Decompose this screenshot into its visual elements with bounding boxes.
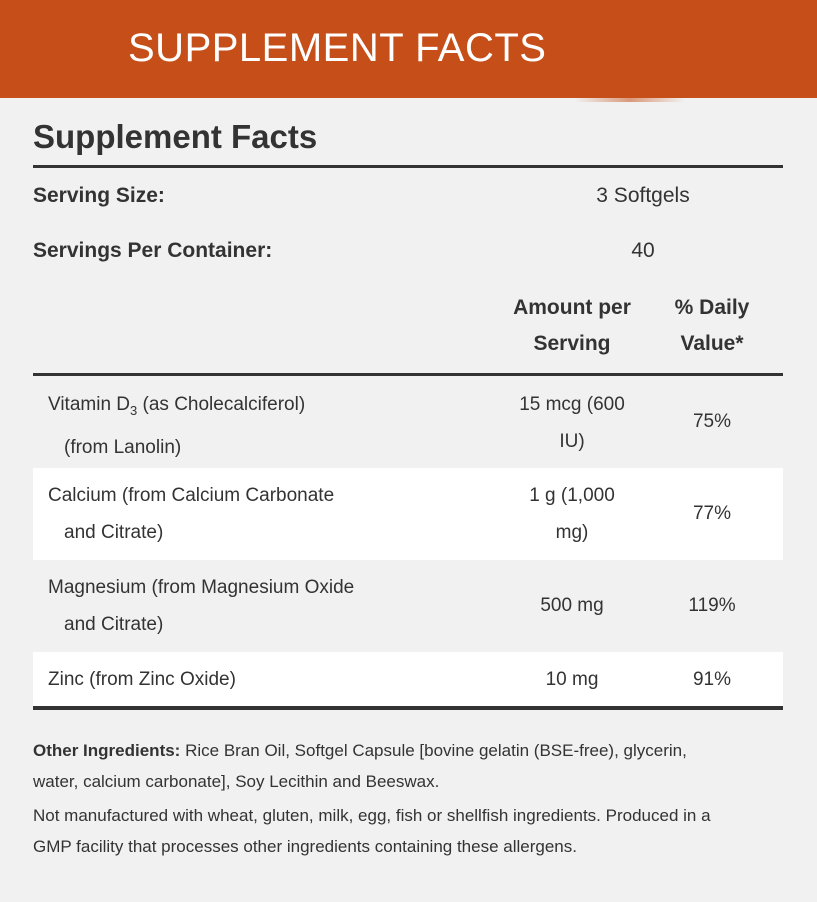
nutrient-name: Calcium (from Calcium Carbonate and Citr…: [48, 477, 448, 551]
nutrient-name: Vitamin D3 (as Cholecalciferol) (from La…: [48, 386, 448, 466]
nutrient-amount-line2: IU): [559, 431, 585, 452]
supplement-facts-title: Supplement Facts: [33, 118, 318, 155]
servings-per-container-value: 40: [631, 239, 655, 262]
nutrient-name-line1: Magnesium (from Magnesium Oxide: [48, 577, 355, 598]
allergen-statement: Not manufactured with wheat, gluten, mil…: [33, 806, 711, 856]
nutrient-name-main: Vitamin D: [48, 394, 131, 415]
nutrient-row-calcium: Calcium (from Calcium Carbonate and Citr…: [33, 468, 783, 560]
nutrient-name-rest: (as Cholecalciferol): [137, 394, 306, 415]
serving-size-label: Serving Size:: [33, 184, 165, 207]
nutrient-amount: 15 mcg (600 IU): [488, 386, 656, 460]
nutrient-name-line2: (from Lanolin): [64, 436, 182, 458]
nutrient-row-vitamin-d3: Vitamin D3 (as Cholecalciferol) (from La…: [33, 376, 783, 468]
other-ingredients: Other Ingredients: Rice Bran Oil, Softge…: [33, 735, 733, 797]
divider-top: [33, 165, 783, 168]
nutrient-row-magnesium: Magnesium (from Magnesium Oxide and Citr…: [33, 560, 783, 652]
divider-bottom: [33, 706, 783, 710]
nutrient-daily-value: 91%: [692, 669, 732, 690]
nutrient-name-line1: Calcium (from Calcium Carbonate: [48, 485, 335, 506]
nutrient-daily-value: 77%: [692, 503, 732, 524]
header-banner: SUPPLEMENT FACTS: [0, 0, 817, 102]
serving-size-value: 3 Softgels: [596, 184, 690, 207]
nutrient-name: Zinc (from Zinc Oxide): [48, 669, 236, 690]
amount-header-line2: Serving: [533, 332, 611, 355]
active-tab-indicator: [575, 96, 685, 102]
amount-header-line1: Amount per: [513, 296, 631, 319]
divider-header: [33, 373, 783, 376]
nutrient-daily-value: 75%: [692, 411, 732, 432]
nutrient-amount-line2: mg): [555, 522, 589, 543]
nutrient-name: Magnesium (from Magnesium Oxide and Citr…: [48, 569, 448, 643]
servings-per-container-label: Servings Per Container:: [33, 239, 273, 262]
amount-per-serving-header: Amount per Serving: [488, 290, 656, 362]
nutrient-amount: 1 g (1,000 mg): [488, 477, 656, 551]
nutrient-amount: 500 mg: [540, 595, 604, 616]
nutrient-amount-line1: 15 mcg (600: [519, 394, 625, 415]
dv-header-line1: % Daily: [674, 296, 750, 319]
other-ingredients-text: Rice Bran Oil, Softgel Capsule [bovine g…: [33, 741, 687, 791]
dv-header-line2: Value*: [680, 332, 744, 355]
banner-title: SUPPLEMENT FACTS: [128, 26, 547, 70]
nutrient-name-line2: and Citrate): [64, 614, 164, 635]
nutrient-name-line2: and Citrate): [64, 522, 164, 543]
nutrient-amount: 10 mg: [545, 669, 599, 690]
nutrient-row-zinc: Zinc (from Zinc Oxide) 10 mg 91%: [33, 652, 783, 706]
nutrient-name-subscript: 3: [130, 402, 138, 418]
nutrient-daily-value: 119%: [688, 595, 736, 616]
daily-value-header: % Daily Value*: [656, 290, 768, 362]
other-ingredients-label: Other Ingredients:: [33, 741, 181, 760]
nutrient-amount-line1: 1 g (1,000: [529, 485, 615, 506]
